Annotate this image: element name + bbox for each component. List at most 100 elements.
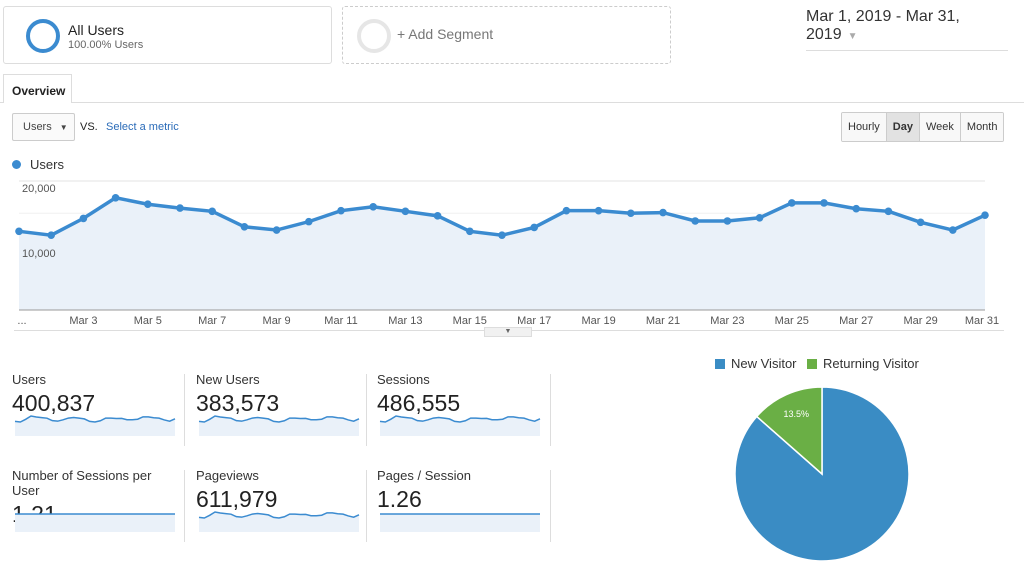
legend-label: Returning Visitor [823,356,919,371]
select-metric-link[interactable]: Select a metric [106,121,179,133]
metric-select[interactable]: Users ▼ [12,113,75,141]
hourly-button[interactable]: Hourly [842,113,886,141]
sparkline-area [199,416,359,436]
add-segment-label: + Add Segment [397,26,494,42]
sparkline [198,415,360,436]
pie-label: 13.5% [783,409,809,419]
pie-legend-returning-visitor: Returning Visitor [807,356,919,371]
data-point-mar-1 [15,227,23,236]
data-point-mar-15 [466,227,474,236]
data-point-mar-22 [691,217,699,225]
column-divider [184,374,185,446]
data-point-mar-5 [144,200,152,209]
legend-label: New Visitor [731,356,797,371]
metric-value: 383,573 [196,390,280,416]
data-point-mar-13 [401,207,410,216]
metric-label: Users [12,372,46,387]
chevron-down-icon: ▼ [59,123,68,132]
x-tick-label: Mar 19 [581,315,616,327]
sparkline [15,513,175,532]
data-point-mar-21 [659,208,667,217]
data-point-mar-14 [433,212,442,220]
chart-resize-handle[interactable]: ▼ [484,327,532,337]
add-segment-button[interactable]: + Add Segment [342,6,671,64]
metric-number-of-sessions-per-user[interactable]: Number of Sessions per User1.21 [12,468,182,538]
metric-new-users[interactable]: New Users 383,573 [196,372,366,442]
sparkline-line [379,415,541,423]
data-point-mar-27 [852,204,860,213]
sparkline-line [198,415,360,423]
metric-label: New Users [196,372,260,387]
data-point-mar-17 [530,223,538,232]
x-tick-label: Mar 23 [710,315,745,327]
sparkline-area [380,416,540,436]
vs-label: VS. [80,121,98,133]
data-point-mar-24 [755,213,764,222]
metric-select-value: Users [23,121,52,133]
data-point-mar-30 [949,226,957,234]
metric-value: 400,837 [12,390,96,416]
metric-label: Number of Sessions per User [12,468,152,498]
x-tick-label: Mar 27 [839,315,874,327]
x-tick-label: Mar 31 [964,315,1000,327]
visitor-pie-chart: 86.5% 13.5% [734,386,910,565]
metric-label: Sessions [377,372,430,387]
metric-sessions[interactable]: Sessions 486,555 [377,372,547,442]
metric-label: Pages / Session [377,468,471,483]
day-button[interactable]: Day [885,113,919,141]
sparkline-line [14,415,176,423]
column-divider [366,470,367,542]
pie-slice-returning-visitor [755,386,823,476]
metric-label: Pageviews [196,468,259,483]
metric-value: 1.26 [377,486,422,512]
x-tick-label: Mar 9 [262,315,291,327]
data-point-mar-4 [111,193,120,202]
users-area [19,197,985,310]
data-point-mar-23 [723,217,732,225]
data-point-mar-18 [562,206,571,215]
users-legend-dot-icon [12,160,21,169]
data-point-mar-3 [79,214,88,223]
segment-title: All Users [68,22,125,38]
x-tick-label: Mar 21 [645,315,681,327]
pie-label: 86.5% [835,558,861,565]
metric-pageviews[interactable]: Pageviews 611,979 [196,468,366,538]
chart-legend-users: Users [30,157,64,172]
data-point-mar-26 [820,199,828,207]
metric-users[interactable]: Users 400,837 [12,372,182,442]
x-tick-label: Mar 13 [388,315,423,327]
segment-subtitle: 100.00% Users [68,39,144,51]
granularity-toggle: Hourly Day Week Month [841,112,1005,142]
tab-overview[interactable]: Overview [3,74,72,103]
data-point-mar-7 [208,207,216,216]
x-tick-label: Mar 3 [69,315,98,327]
x-tick-label: Mar 5 [133,315,162,327]
data-point-mar-31 [981,211,989,219]
empty-segment-ring-icon [357,19,391,53]
data-point-mar-2 [47,231,55,239]
sparkline [14,415,176,436]
new-visitor-swatch-icon [715,358,725,369]
date-range-picker[interactable]: Mar 1, 2019 - Mar 31, 2019 ▼ [806,8,1008,51]
data-point-mar-25 [788,199,796,207]
sparkline [379,415,541,436]
date-range-text: Mar 1, 2019 - Mar 31, 2019 [806,8,960,43]
x-tick-label: Mar 17 [517,315,552,327]
month-button[interactable]: Month [959,113,1004,141]
metric-pages-session[interactable]: Pages / Session 1.26 [377,468,547,538]
sparkline-area [380,514,540,532]
column-divider [184,470,185,542]
data-point-mar-6 [176,204,184,212]
data-point-mar-9 [272,226,281,234]
x-tick-label: Mar 7 [198,315,227,327]
x-tick-label: Mar 29 [903,315,938,327]
data-point-mar-16 [498,231,506,239]
data-point-mar-10 [305,217,313,226]
week-button[interactable]: Week [918,113,960,141]
metric-value: 611,979 [196,486,278,512]
x-tick-label: Mar 15 [452,315,487,327]
data-point-mar-12 [369,203,378,211]
data-point-mar-19 [594,206,603,215]
column-divider [550,374,551,446]
segment-all-users[interactable]: All Users 100.00% Users [3,6,332,64]
